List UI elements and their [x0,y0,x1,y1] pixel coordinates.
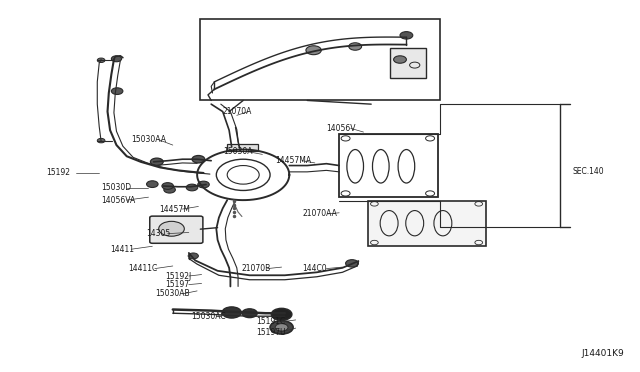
Text: 21070A: 21070A [223,107,252,116]
Text: 15191C: 15191C [256,317,285,326]
FancyBboxPatch shape [150,216,203,243]
Text: 14411C: 14411C [128,264,157,273]
Text: SEC.140: SEC.140 [573,167,604,176]
Circle shape [222,307,241,318]
Bar [390,48,426,78]
Circle shape [188,253,198,259]
Text: 15192: 15192 [46,169,70,177]
Circle shape [271,308,292,320]
Circle shape [97,138,105,143]
Bar [339,134,438,197]
Circle shape [394,56,406,63]
Text: 144C0: 144C0 [302,264,326,273]
Text: 21070AA: 21070AA [302,209,337,218]
Circle shape [275,324,288,331]
Bar [200,19,440,100]
Circle shape [186,184,198,191]
Circle shape [270,321,293,334]
Text: 14457MA: 14457MA [275,156,311,165]
Text: 14056V: 14056V [326,124,356,133]
Text: 14457M: 14457M [159,205,189,214]
Circle shape [349,43,362,50]
Circle shape [192,155,205,163]
Text: 15030A: 15030A [223,147,252,156]
Circle shape [400,32,413,39]
Circle shape [162,183,173,189]
Text: 15030AC: 15030AC [191,312,225,321]
Text: 14411: 14411 [110,245,134,254]
Bar [368,201,486,246]
Bar [227,144,258,151]
Circle shape [147,181,158,187]
Text: 15030AB: 15030AB [155,289,189,298]
Circle shape [198,181,209,188]
Circle shape [306,46,321,55]
Text: 14305: 14305 [146,229,170,238]
Text: 15030D: 15030D [101,183,131,192]
Text: 15197: 15197 [165,280,189,289]
Text: 15197U: 15197U [256,328,285,337]
Circle shape [150,158,163,166]
Circle shape [242,309,257,318]
Circle shape [346,260,358,267]
Circle shape [164,186,175,193]
Text: 21070B: 21070B [242,264,271,273]
Circle shape [111,56,122,62]
Text: 14056VA: 14056VA [101,196,136,205]
Circle shape [111,88,123,94]
Circle shape [97,58,105,62]
Text: 15030AA: 15030AA [131,135,166,144]
Text: J14401K9: J14401K9 [581,349,624,358]
Text: 15192J: 15192J [165,272,191,280]
Circle shape [159,221,184,236]
